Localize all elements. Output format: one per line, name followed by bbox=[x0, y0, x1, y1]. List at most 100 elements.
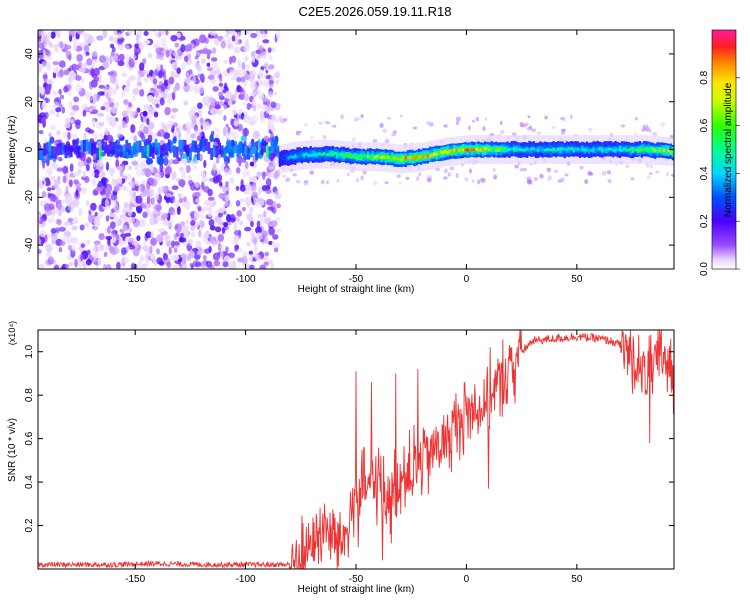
noise-cell bbox=[231, 30, 236, 36]
noise-cell bbox=[588, 127, 593, 132]
noise-cell bbox=[155, 205, 162, 211]
noise-cell bbox=[226, 37, 231, 46]
band-cell bbox=[298, 153, 301, 157]
noise-cell bbox=[138, 218, 146, 228]
band-cell bbox=[210, 148, 213, 160]
noise-cell bbox=[85, 51, 90, 56]
noise-cell bbox=[123, 201, 129, 209]
band-cell bbox=[322, 152, 326, 155]
noise-cell bbox=[41, 103, 47, 110]
band-cell bbox=[616, 147, 619, 151]
noise-cell bbox=[215, 173, 222, 183]
band-cell bbox=[504, 147, 507, 151]
noise-cell bbox=[68, 101, 73, 109]
noise-cell bbox=[464, 177, 469, 182]
band-cell bbox=[526, 147, 529, 151]
noise-cell bbox=[168, 76, 175, 85]
noise-cell bbox=[111, 37, 118, 43]
noise-cell bbox=[85, 90, 90, 99]
noise-cell bbox=[150, 30, 158, 33]
noise-cell bbox=[51, 208, 56, 218]
noise-cell bbox=[233, 46, 241, 54]
band-cell bbox=[453, 148, 456, 155]
noise-cell bbox=[92, 118, 96, 128]
noise-cell bbox=[96, 35, 104, 41]
noise-cell bbox=[108, 167, 116, 175]
noise-cell bbox=[143, 76, 149, 82]
noise-cell bbox=[152, 72, 156, 79]
band-cell bbox=[508, 148, 511, 151]
noise-cell bbox=[218, 181, 223, 187]
noise-cell bbox=[196, 250, 202, 256]
noise-cell bbox=[38, 180, 44, 190]
x-tick-label: -100 bbox=[236, 274, 256, 285]
band-cell bbox=[404, 156, 407, 160]
noise-cell bbox=[229, 213, 236, 223]
noise-cell bbox=[126, 173, 131, 181]
noise-cell bbox=[217, 233, 225, 242]
noise-cell bbox=[38, 213, 41, 223]
noise-cell bbox=[111, 177, 116, 184]
noise-cell bbox=[93, 76, 100, 82]
noise-cell bbox=[158, 70, 165, 77]
noise-cell bbox=[252, 98, 256, 107]
band-cell bbox=[378, 156, 381, 160]
band-cell bbox=[660, 147, 664, 154]
spectrogram-noise-cells bbox=[38, 30, 674, 269]
band-cell bbox=[519, 148, 522, 151]
noise-cell bbox=[58, 247, 63, 253]
noise-cell bbox=[188, 180, 194, 187]
noise-cell bbox=[68, 179, 73, 188]
noise-cell bbox=[207, 196, 215, 201]
band-cell bbox=[231, 145, 235, 158]
noise-cell bbox=[74, 182, 82, 188]
noise-cell bbox=[159, 64, 163, 71]
noise-cell bbox=[234, 36, 239, 46]
band-cell bbox=[273, 138, 277, 151]
noise-cell bbox=[53, 264, 60, 269]
noise-cell bbox=[246, 241, 251, 247]
band-cell bbox=[446, 151, 449, 154]
band-cell bbox=[638, 148, 641, 152]
band-cell bbox=[426, 154, 429, 158]
noise-cell bbox=[412, 126, 418, 130]
noise-cell bbox=[100, 106, 106, 111]
noise-cell bbox=[183, 100, 189, 106]
band-cell bbox=[98, 147, 102, 160]
noise-cell bbox=[49, 193, 57, 202]
band-cell bbox=[386, 155, 390, 159]
noise-cell bbox=[40, 30, 47, 38]
noise-cell bbox=[104, 227, 109, 234]
noise-cell bbox=[547, 177, 551, 182]
noise-cell bbox=[645, 126, 650, 132]
noise-cell bbox=[38, 42, 44, 49]
noise-cell bbox=[588, 172, 594, 176]
noise-cell bbox=[225, 246, 229, 253]
noise-cell bbox=[224, 201, 229, 207]
noise-cell bbox=[285, 177, 291, 182]
noise-cell bbox=[255, 254, 262, 262]
noise-cell bbox=[115, 84, 120, 90]
noise-cell bbox=[105, 244, 110, 251]
noise-cell bbox=[67, 91, 72, 97]
noise-cell bbox=[105, 161, 110, 171]
noise-cell bbox=[181, 62, 186, 70]
noise-cell bbox=[119, 240, 125, 246]
band-cell bbox=[38, 148, 41, 160]
noise-cell bbox=[86, 58, 93, 66]
band-cell bbox=[625, 148, 628, 152]
y-tick-label: 0.2 bbox=[24, 518, 35, 532]
band-cell bbox=[563, 147, 566, 151]
noise-cell bbox=[456, 120, 459, 126]
noise-cell bbox=[471, 179, 475, 183]
noise-cell bbox=[46, 61, 51, 71]
noise-cell bbox=[86, 239, 91, 245]
noise-cell bbox=[570, 114, 573, 120]
band-cell bbox=[510, 147, 513, 151]
band-cell bbox=[391, 157, 394, 160]
noise-cell bbox=[122, 218, 127, 223]
noise-cell bbox=[326, 180, 329, 185]
band-cell bbox=[173, 145, 176, 158]
band-cell bbox=[614, 149, 617, 152]
noise-cell bbox=[207, 74, 215, 80]
